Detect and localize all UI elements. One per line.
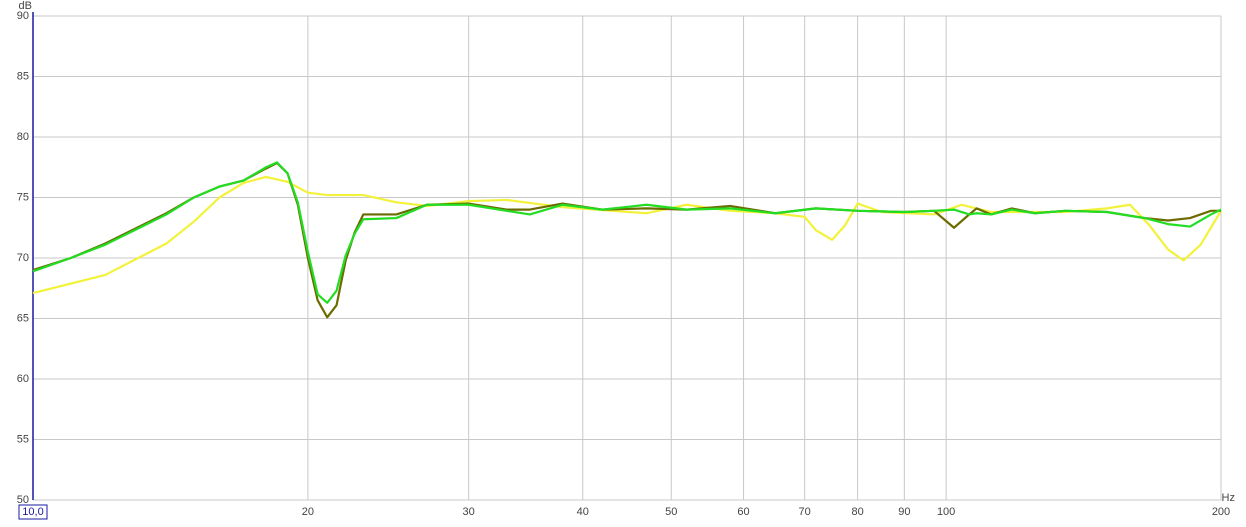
y-tick-label: 55 <box>17 433 29 445</box>
y-tick-label: 50 <box>17 494 29 506</box>
x-tick-label: 20 <box>302 506 314 518</box>
y-axis-label: dB <box>19 0 32 12</box>
x-tick-label: 70 <box>799 506 811 518</box>
x-tick-label: 30 <box>463 506 475 518</box>
x-tick-label: 100 <box>937 506 955 518</box>
x-tick-label: 10,0 <box>22 506 43 518</box>
series-line <box>32 175 1222 295</box>
y-tick-label: 85 <box>17 70 29 82</box>
x-tick-label: 80 <box>852 506 864 518</box>
y-tick-label: 60 <box>17 373 29 385</box>
x-tick-label: 40 <box>577 506 589 518</box>
y-tick-label: 70 <box>17 252 29 264</box>
x-tick-label: 90 <box>898 506 910 518</box>
x-tick-label: 50 <box>665 506 677 518</box>
y-tick-label: 90 <box>17 10 29 22</box>
y-tick-label: 80 <box>17 131 29 143</box>
y-tick-label: 75 <box>17 191 29 203</box>
x-origin-box <box>18 504 48 520</box>
series-line <box>32 161 1222 304</box>
y-tick-label: 65 <box>17 312 29 324</box>
x-tick-label: 60 <box>737 506 749 518</box>
x-axis-label: Hz <box>1222 492 1235 504</box>
x-tick-label: 200 <box>1212 506 1230 518</box>
